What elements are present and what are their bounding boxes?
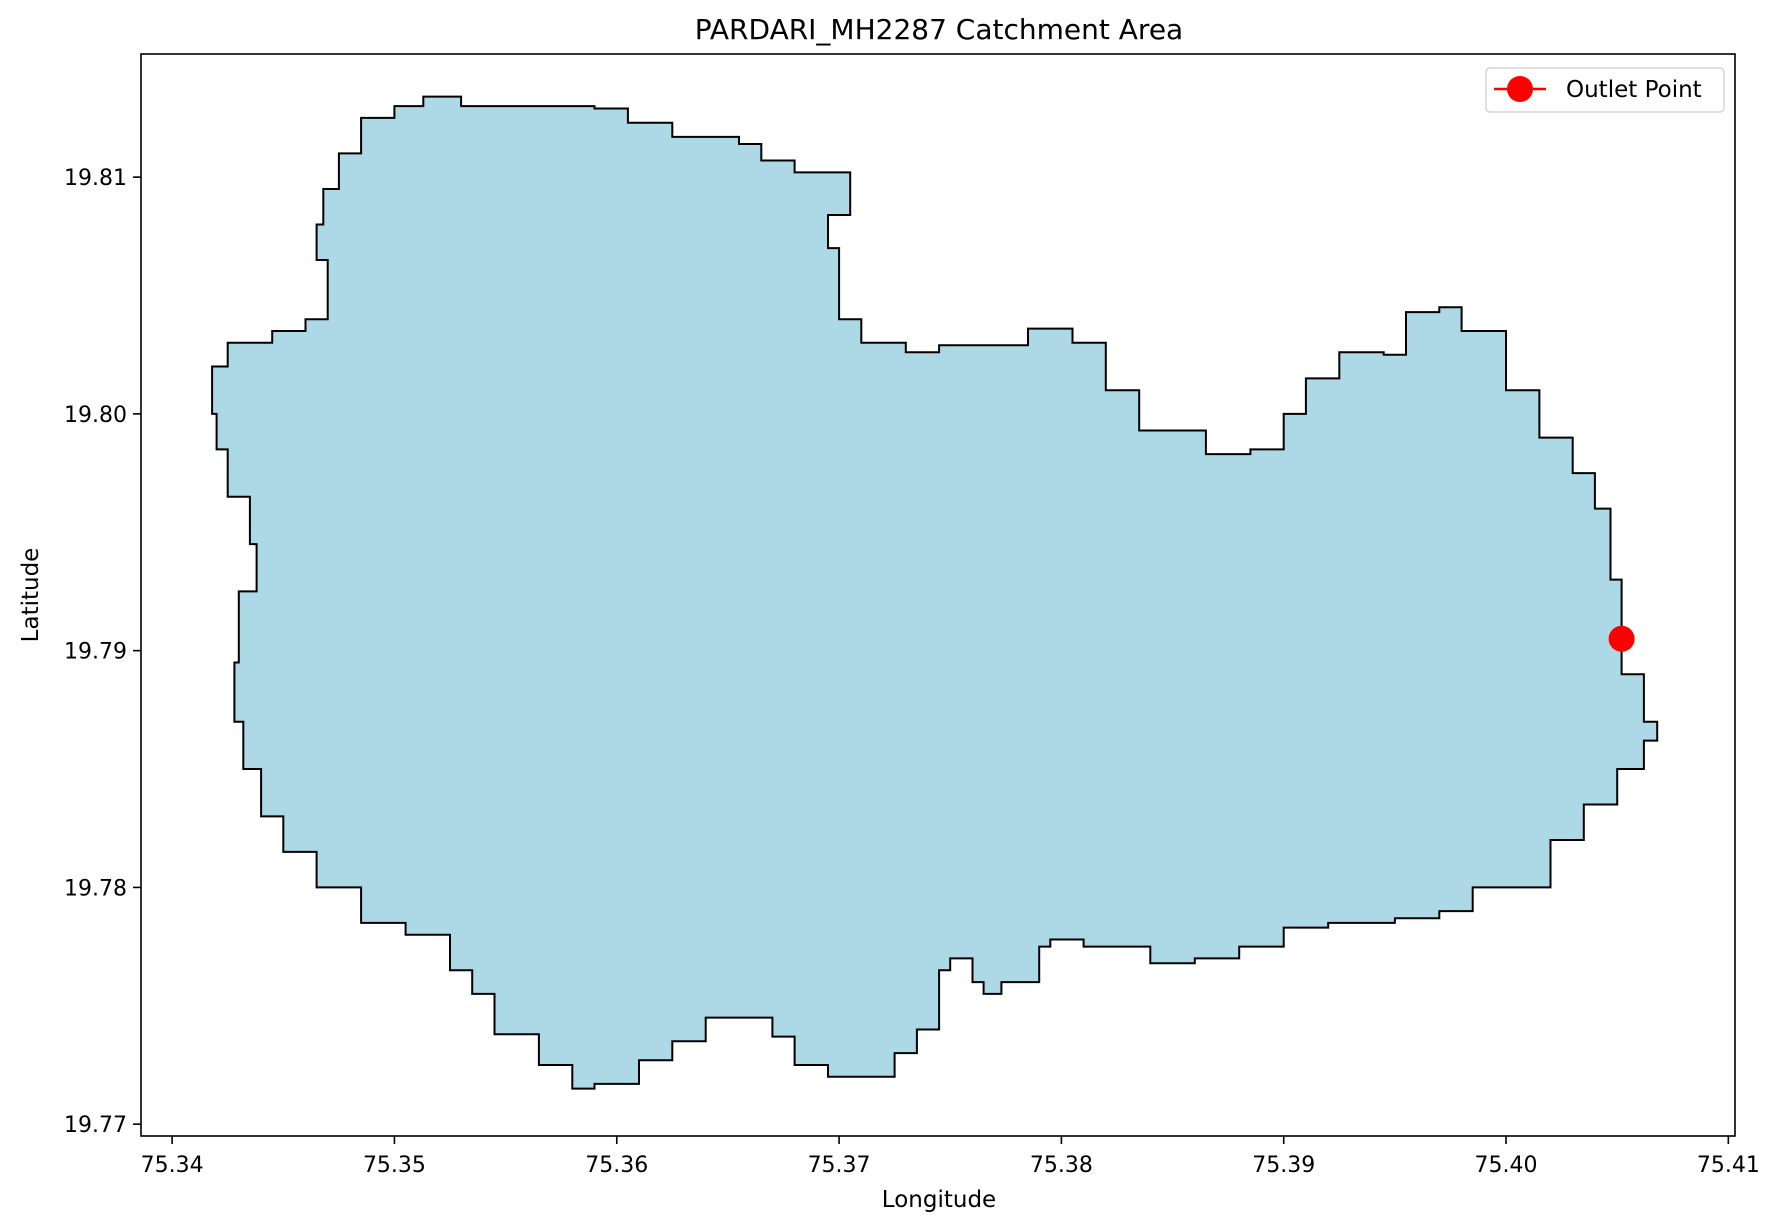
x-tick-label: 75.36 <box>585 1153 648 1178</box>
y-tick-label: 19.77 <box>64 1113 127 1138</box>
x-tick-label: 75.38 <box>1030 1153 1093 1178</box>
chart-title: PARDARI_MH2287 Catchment Area <box>695 13 1183 46</box>
y-axis: 19.77 19.78 19.79 19.80 19.81 <box>64 166 141 1138</box>
x-tick-label: 75.39 <box>1252 1153 1315 1178</box>
x-axis: 75.34 75.35 75.36 75.37 75.38 75.39 75.40 75.41 <box>141 1136 1760 1178</box>
legend-marker-sample <box>1507 76 1533 102</box>
x-tick-label: 75.40 <box>1475 1153 1538 1178</box>
y-tick-label: 19.79 <box>64 640 127 665</box>
y-tick-label: 19.81 <box>64 166 127 191</box>
x-tick-label: 75.41 <box>1697 1153 1760 1178</box>
plot-frame <box>140 53 1736 1137</box>
plot-area <box>140 53 1736 1137</box>
x-tick-label: 75.37 <box>808 1153 871 1178</box>
y-tick-label: 19.80 <box>64 403 127 428</box>
x-tick-label: 75.34 <box>141 1153 204 1178</box>
y-axis-label: Latitude <box>18 548 44 643</box>
legend: Outlet Point <box>1485 67 1725 113</box>
y-tick-label: 19.78 <box>64 876 127 901</box>
x-axis-label: Longitude <box>882 1187 996 1213</box>
legend-box <box>1485 67 1725 113</box>
x-tick-label: 75.35 <box>363 1153 426 1178</box>
legend-label-outlet-point: Outlet Point <box>1566 77 1702 103</box>
catchment-polygon <box>211 95 1659 1090</box>
outlet-point-marker <box>1608 625 1635 652</box>
